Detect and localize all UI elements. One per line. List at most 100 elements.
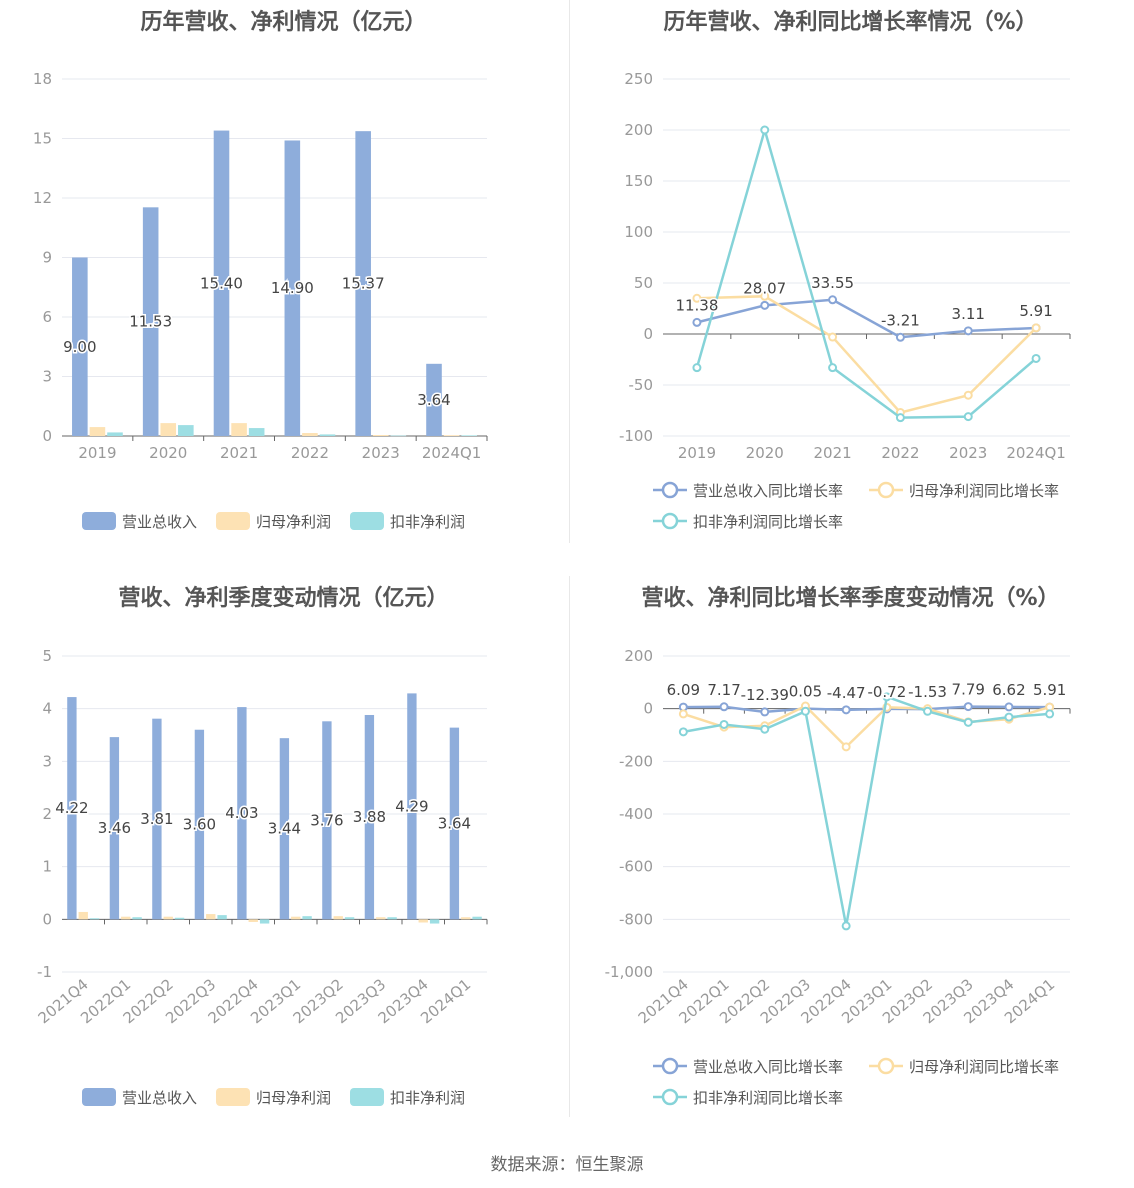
data-label: 15.40 — [200, 274, 243, 292]
x-tick-label: 2020 — [149, 444, 187, 462]
y-tick-label: -50 — [629, 376, 654, 394]
legend-label: 归母净利润 — [256, 1089, 331, 1107]
legend-label: 营业总收入 — [122, 1089, 197, 1107]
bar — [89, 427, 106, 436]
data-point — [678, 709, 688, 719]
data-label: 5.91 — [1033, 681, 1066, 699]
data-point — [760, 291, 770, 301]
legend-swatch — [82, 1088, 116, 1106]
bar — [344, 917, 355, 920]
data-point — [719, 702, 729, 712]
bar — [248, 428, 265, 436]
bar — [152, 718, 162, 920]
data-point — [841, 742, 851, 752]
bar — [237, 707, 247, 920]
y-tick-label: 100 — [624, 223, 653, 241]
bar — [163, 916, 173, 920]
data-point — [678, 727, 688, 737]
data-point — [963, 412, 973, 422]
legend-label: 归母净利润同比增长率 — [909, 482, 1059, 500]
legend-marker — [877, 1057, 895, 1075]
x-tick-label: 2019 — [678, 444, 716, 462]
x-tick-label: 2021 — [813, 444, 851, 462]
x-tick-label: 2020 — [746, 444, 784, 462]
x-tick-label: 2024Q1 — [1006, 444, 1066, 462]
data-point — [1004, 712, 1014, 722]
y-tick-label: -800 — [619, 910, 653, 928]
y-tick-label: -200 — [619, 752, 653, 770]
legend-label: 营业总收入 — [122, 513, 197, 531]
bar — [372, 435, 389, 436]
legend-marker — [661, 512, 679, 530]
y-tick-label: 0 — [643, 325, 653, 343]
data-point — [963, 390, 973, 400]
bar — [107, 432, 123, 436]
bar — [279, 738, 290, 920]
legend-label: 扣非净利润同比增长率 — [693, 513, 843, 531]
y-tick-label: 6 — [42, 308, 52, 326]
bar — [231, 423, 247, 436]
data-point — [692, 363, 702, 373]
data-point — [895, 413, 905, 423]
data-point — [828, 363, 838, 373]
bar — [364, 714, 375, 920]
data-label: 11.38 — [675, 296, 718, 314]
bar — [121, 916, 131, 920]
data-point — [1031, 323, 1041, 333]
bar — [319, 434, 336, 436]
data-point — [828, 295, 838, 305]
data-point — [1031, 353, 1041, 363]
y-tick-label: -1,000 — [605, 963, 653, 981]
annual-growth-rate-panel: 历年营收、净利同比增长率情况（%） -100 -50 0 50 100 150 200 250… — [567, 0, 1134, 576]
data-point — [692, 317, 702, 327]
y-tick-label: -100 — [619, 427, 653, 445]
data-label: 3.64 — [438, 814, 471, 832]
y-tick-label: 12 — [33, 189, 52, 207]
data-label: 4.03 — [225, 804, 258, 822]
bar — [284, 140, 301, 436]
data-label: 9.00 — [63, 338, 96, 356]
series-line — [696, 298, 1037, 339]
bar — [333, 916, 343, 920]
data-label: 3.64 — [417, 391, 450, 409]
legend-swatch — [216, 1088, 250, 1106]
data-label: 3.81 — [140, 810, 173, 828]
data-label: 4.22 — [55, 799, 88, 817]
data-label: 6.09 — [667, 681, 700, 699]
bar — [376, 917, 386, 920]
data-label: 3.44 — [268, 820, 301, 838]
bar — [89, 918, 100, 920]
data-label: -12.39 — [741, 686, 789, 704]
y-tick-label: 15 — [33, 130, 52, 148]
bar — [302, 916, 312, 920]
y-tick-label: 250 — [624, 70, 653, 88]
data-label: 15.37 — [342, 275, 385, 293]
y-tick-label: 9 — [42, 249, 52, 267]
legend-marker — [661, 1088, 679, 1106]
bar — [461, 435, 477, 436]
y-tick-label: 50 — [634, 274, 653, 292]
annual-revenue-profit-panel: 历年营收、净利情况（亿元） 0 3 6 9 12 15 18 2019 2020 2021 2022… — [0, 0, 567, 576]
y-tick-label: 200 — [624, 647, 653, 665]
bar — [429, 919, 440, 924]
bar — [390, 435, 407, 437]
data-label: 33.55 — [811, 274, 854, 292]
quarterly-revenue-profit-chart: -10123452021Q42022Q12022Q22022Q32022Q420… — [35, 647, 488, 1107]
legend-swatch — [82, 512, 116, 530]
quarterly-growth-rate-panel: 营收、净利同比增长率季度变动情况（%） -1,000 -800 -600 -400 -2… — [567, 576, 1134, 1152]
bar — [291, 916, 301, 920]
y-tick-label: 4 — [42, 700, 52, 718]
series-line — [683, 705, 1050, 714]
y-tick-label: 2 — [42, 805, 52, 823]
quarterly-growth-rate-chart: -1,000-800-600-400-20002002021Q42022Q120… — [605, 647, 1071, 1107]
bar — [174, 917, 185, 920]
bar — [472, 916, 482, 920]
data-point — [800, 706, 810, 716]
legend-label: 扣非净利润同比增长率 — [693, 1089, 843, 1107]
y-tick-label: -400 — [619, 805, 653, 823]
bar — [449, 727, 460, 920]
y-tick-label: 3 — [42, 752, 52, 770]
series-line — [696, 294, 1037, 414]
series-line — [683, 695, 1050, 927]
data-point — [828, 332, 838, 342]
